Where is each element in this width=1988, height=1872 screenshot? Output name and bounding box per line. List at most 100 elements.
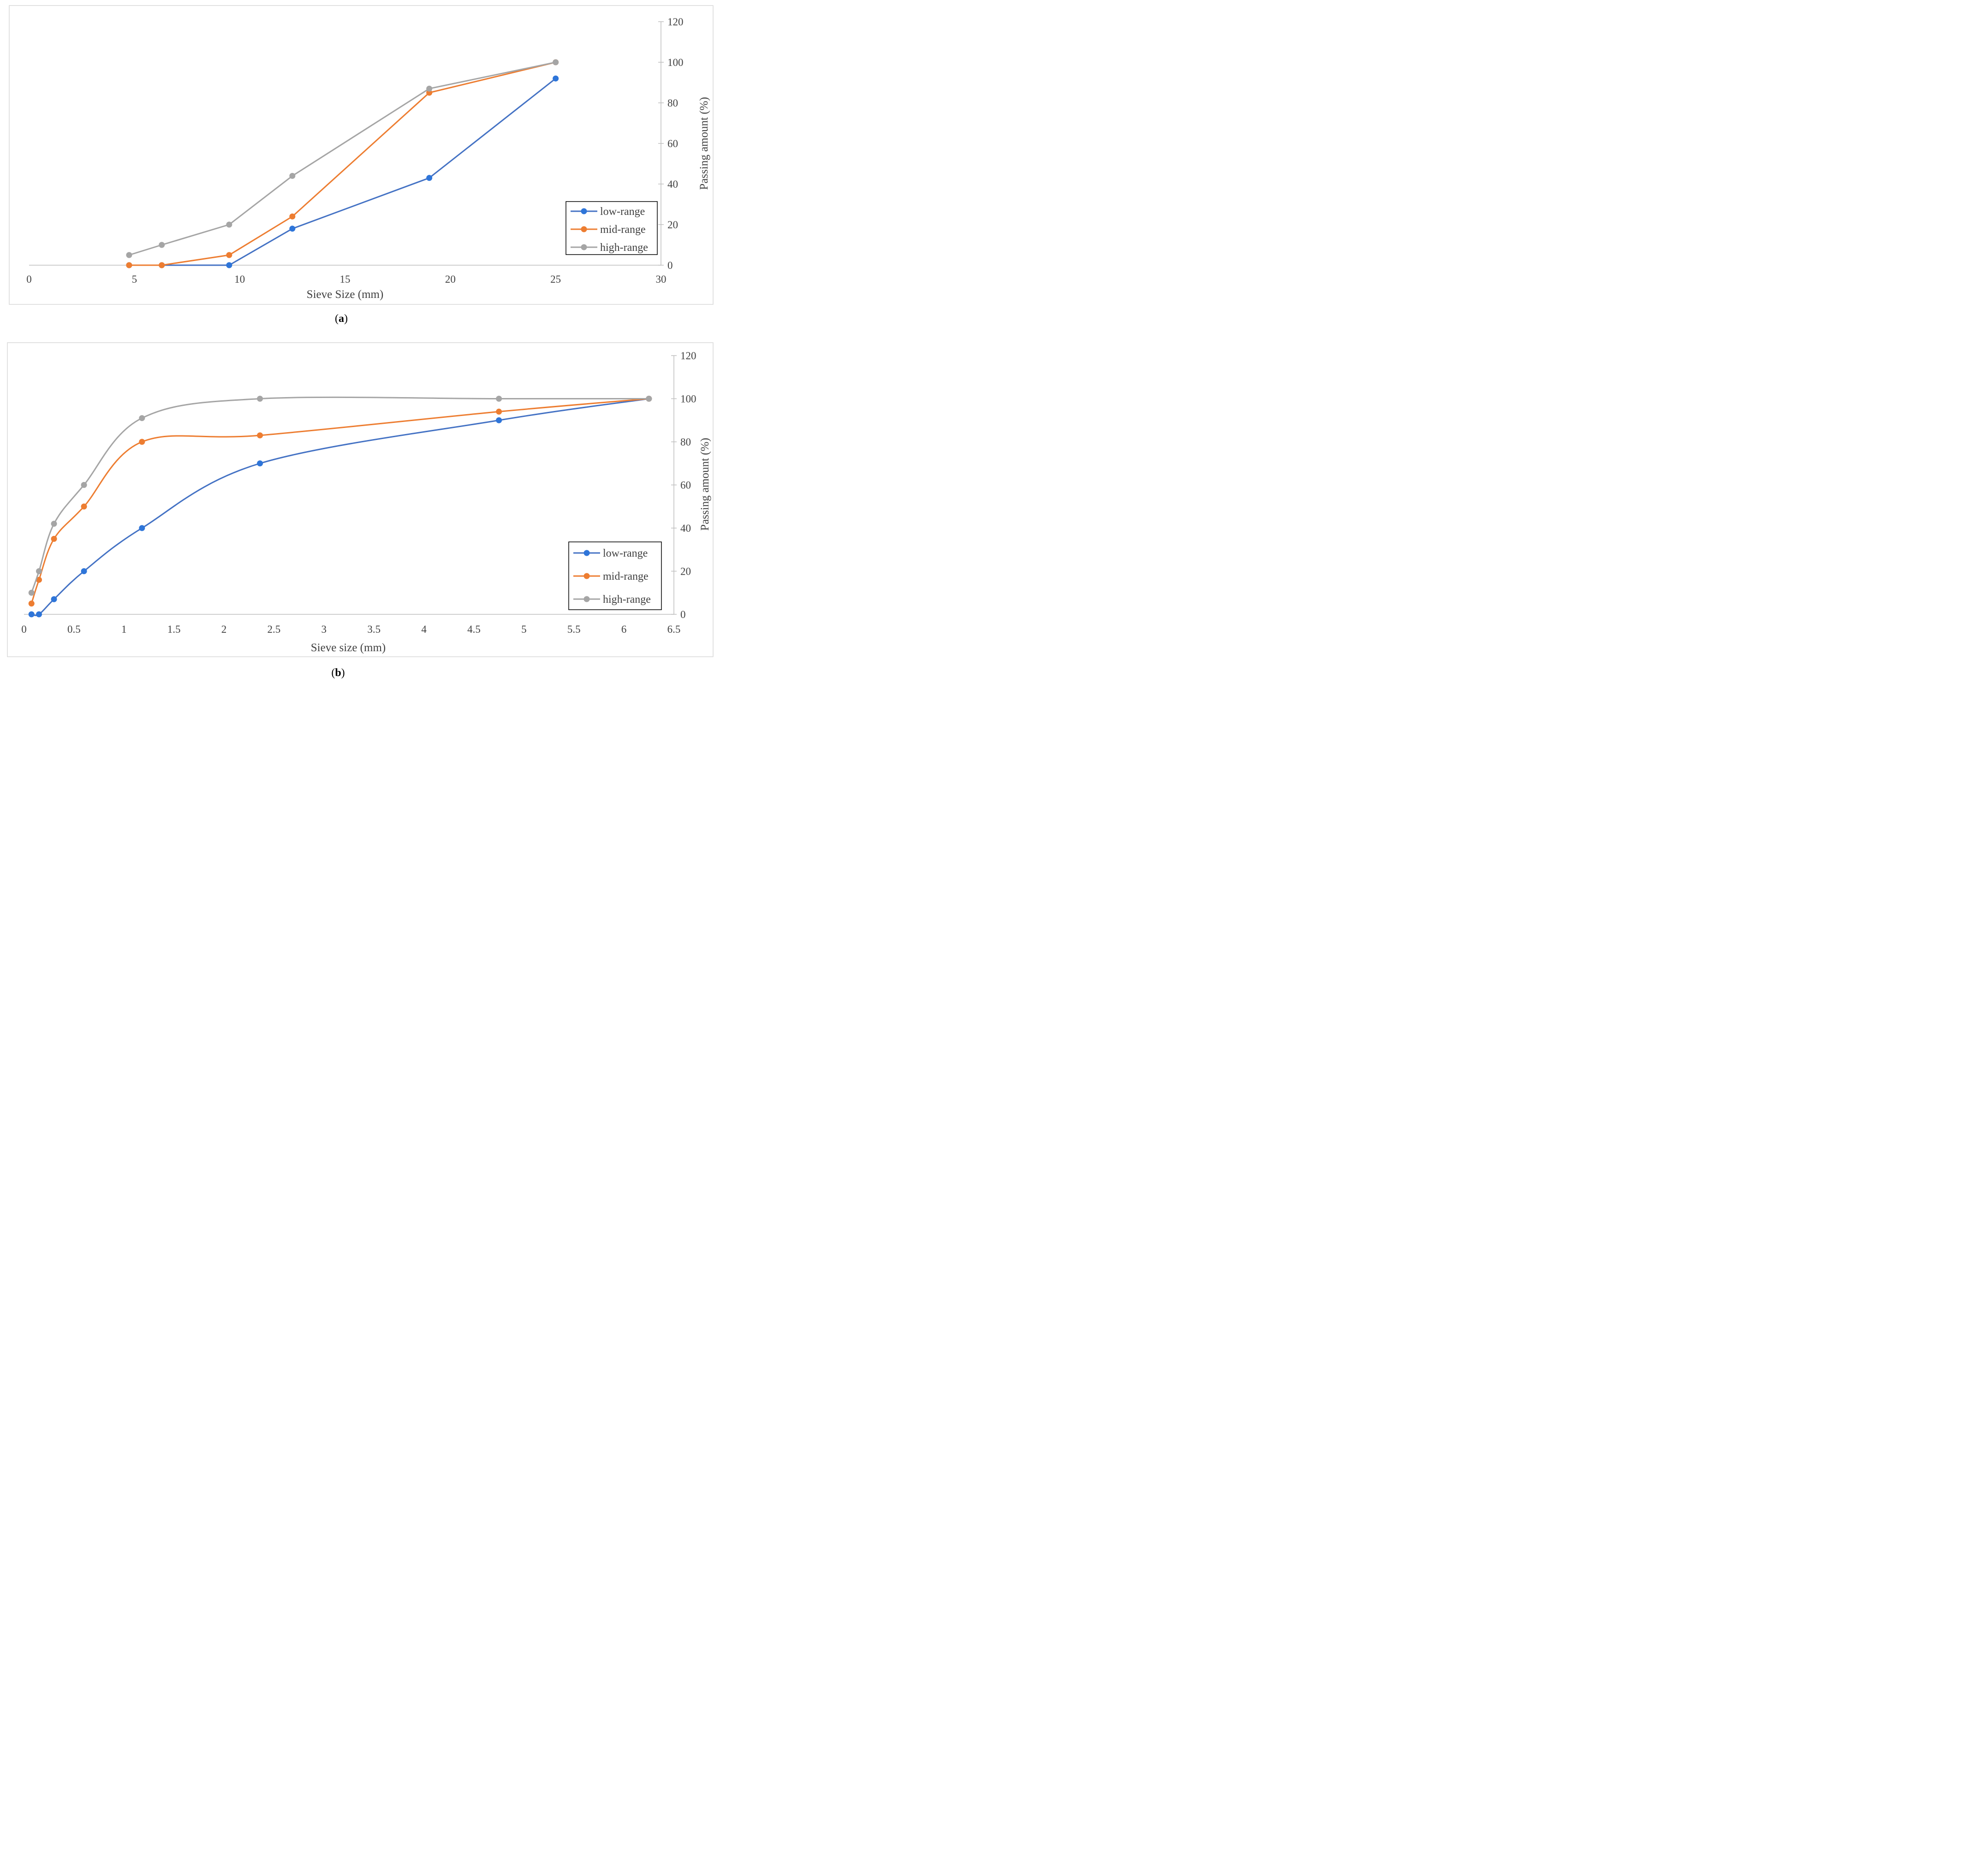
x-tick-label: 5	[521, 624, 527, 635]
data-point-low-range	[36, 611, 42, 618]
data-point-high-range	[126, 252, 132, 258]
data-point-mid-range	[126, 262, 132, 268]
data-point-mid-range	[496, 409, 502, 415]
data-point-low-range	[28, 611, 35, 618]
data-point-mid-range	[226, 252, 232, 258]
data-point-low-range	[426, 175, 433, 181]
data-point-mid-range	[51, 535, 57, 542]
legend-swatch-marker-low-range	[581, 208, 587, 214]
data-point-low-range	[81, 568, 87, 574]
x-tick-label: 4	[421, 624, 427, 635]
data-point-mid-range	[159, 262, 165, 268]
series-line-high-range	[30, 396, 649, 593]
legend-swatch-marker-mid-range	[581, 226, 587, 232]
y-tick-label: 40	[680, 523, 691, 534]
x-tick-label: 1.5	[167, 624, 181, 635]
data-point-high-range	[646, 396, 652, 402]
y-tick-labels-a: 0 20 40 60 80 100 120	[658, 16, 684, 271]
chart-panel-a: 0 5 10 15 20 25 30 0 20 40 60 80 100 120 Sieve Size …	[9, 5, 714, 325]
x-tick-label: 2	[221, 624, 227, 635]
y-tick-labels-b: 0 20 40 60 80 100 120	[671, 350, 696, 620]
legend-a: low-range mid-range high-range	[565, 201, 658, 255]
caption-close-b: )	[341, 667, 345, 679]
x-tick-label: 0	[21, 624, 27, 635]
series-layer-b	[28, 396, 652, 618]
data-point-high-range	[159, 242, 165, 248]
legend-swatch-marker-high-range	[583, 596, 590, 602]
x-tick-label: 20	[445, 273, 456, 285]
x-axis-title-a: Sieve Size (mm)	[307, 288, 384, 301]
y-tick-label: 120	[667, 16, 684, 28]
x-tick-label: 30	[656, 273, 667, 285]
y-axis-title-a: Passing amount (%)	[698, 97, 710, 190]
data-point-low-range	[553, 75, 559, 82]
x-tick-labels-a: 0 5 10 15 20 25 30	[26, 273, 666, 285]
legend-label-high-range: high-range	[600, 242, 648, 254]
series-line-mid-range	[129, 61, 556, 266]
data-point-high-range	[36, 568, 42, 574]
legend-swatch-marker-low-range	[583, 550, 590, 556]
data-point-low-range	[289, 226, 296, 232]
series-line-high-range	[129, 61, 556, 256]
data-point-low-range	[496, 417, 502, 423]
data-point-high-range	[51, 521, 57, 527]
x-tick-label: 15	[340, 273, 351, 285]
legend-swatch-marker-high-range	[581, 244, 587, 250]
y-tick-label: 0	[667, 260, 673, 271]
y-tick-label: 100	[680, 393, 696, 405]
x-tick-label: 6.5	[667, 624, 681, 635]
series-line-mid-range	[30, 398, 649, 604]
legend-label-mid-range: mid-range	[600, 224, 646, 236]
x-tick-label: 0	[26, 273, 32, 285]
data-point-mid-range	[289, 213, 296, 220]
data-point-high-range	[496, 396, 502, 402]
x-tick-label: 4.5	[467, 624, 481, 635]
caption-open-b: (	[331, 667, 335, 679]
data-point-high-range	[226, 221, 232, 228]
y-tick-label: 20	[667, 219, 678, 231]
data-point-high-range	[28, 589, 35, 596]
data-point-high-range	[426, 85, 433, 92]
caption-b: (b)	[331, 667, 345, 679]
x-tick-label: 10	[234, 273, 245, 285]
legend-b: low-range mid-range high-range	[568, 541, 662, 610]
x-tick-label: 2.5	[268, 624, 281, 635]
data-point-high-range	[139, 415, 145, 422]
legend-label-mid-range: mid-range	[603, 571, 649, 582]
data-point-mid-range	[257, 432, 263, 439]
data-point-mid-range	[28, 600, 35, 607]
data-point-high-range	[257, 396, 263, 402]
x-tick-label: 25	[550, 273, 561, 285]
legend-swatch-marker-mid-range	[583, 573, 590, 579]
x-tick-label: 3.5	[367, 624, 381, 635]
data-point-mid-range	[139, 439, 145, 445]
chart-panel-b: 0 0.5 1 1.5 2 2.5 3 3.5 4 4.5 5 5.5 6 6.5 0 20 40 60 80 10…	[7, 342, 714, 679]
y-tick-label: 80	[667, 97, 678, 109]
data-point-low-range	[139, 525, 145, 531]
data-point-mid-range	[81, 503, 87, 510]
series-layer-a	[126, 59, 559, 268]
y-tick-label: 0	[680, 609, 686, 620]
caption-letter-a: a	[339, 313, 344, 325]
legend-label-low-range: low-range	[603, 547, 648, 559]
x-tick-label: 5.5	[567, 624, 581, 635]
caption-close-a: )	[344, 313, 348, 325]
data-point-low-range	[257, 460, 263, 467]
x-tick-label: 5	[132, 273, 137, 285]
data-point-high-range	[553, 59, 559, 65]
x-tick-labels-b: 0 0.5 1 1.5 2 2.5 3 3.5 4 4.5 5 5.5 6 6.5	[21, 624, 680, 635]
caption-open-a: (	[335, 313, 339, 325]
y-tick-label: 40	[667, 178, 678, 190]
x-tick-label: 1	[121, 624, 127, 635]
y-tick-label: 60	[667, 138, 678, 149]
data-point-high-range	[289, 172, 296, 179]
data-point-high-range	[81, 482, 87, 488]
y-tick-label: 100	[667, 57, 684, 68]
data-point-low-range	[51, 596, 57, 602]
y-tick-label: 80	[680, 436, 691, 448]
legend-label-low-range: low-range	[600, 206, 645, 218]
x-tick-label: 6	[621, 624, 627, 635]
y-tick-label: 120	[680, 350, 696, 362]
caption-a: (a)	[335, 313, 348, 325]
